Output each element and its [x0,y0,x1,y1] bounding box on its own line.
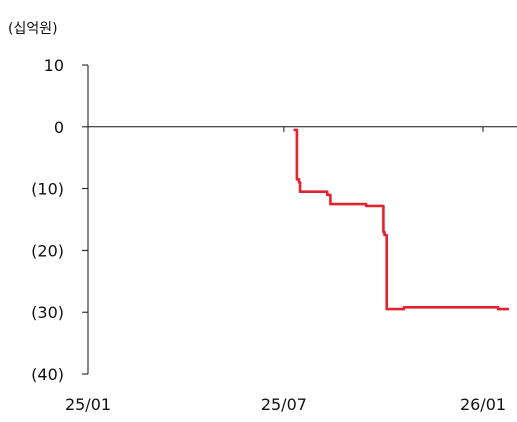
y-tick-label: 10 [44,56,64,75]
x-tick-label: 25/07 [261,395,307,414]
y-tick-label: (40) [31,365,64,384]
y-unit-label: (십억원) [8,21,58,37]
x-tick-label: 26/01 [460,395,506,414]
y-tick-label: (20) [31,241,64,260]
series-line [293,128,509,311]
y-tick-label: (30) [31,303,64,322]
x-tick-label: 25/01 [65,395,111,414]
y-tick-label: (10) [31,180,64,199]
y-tick-label: 0 [54,118,64,137]
